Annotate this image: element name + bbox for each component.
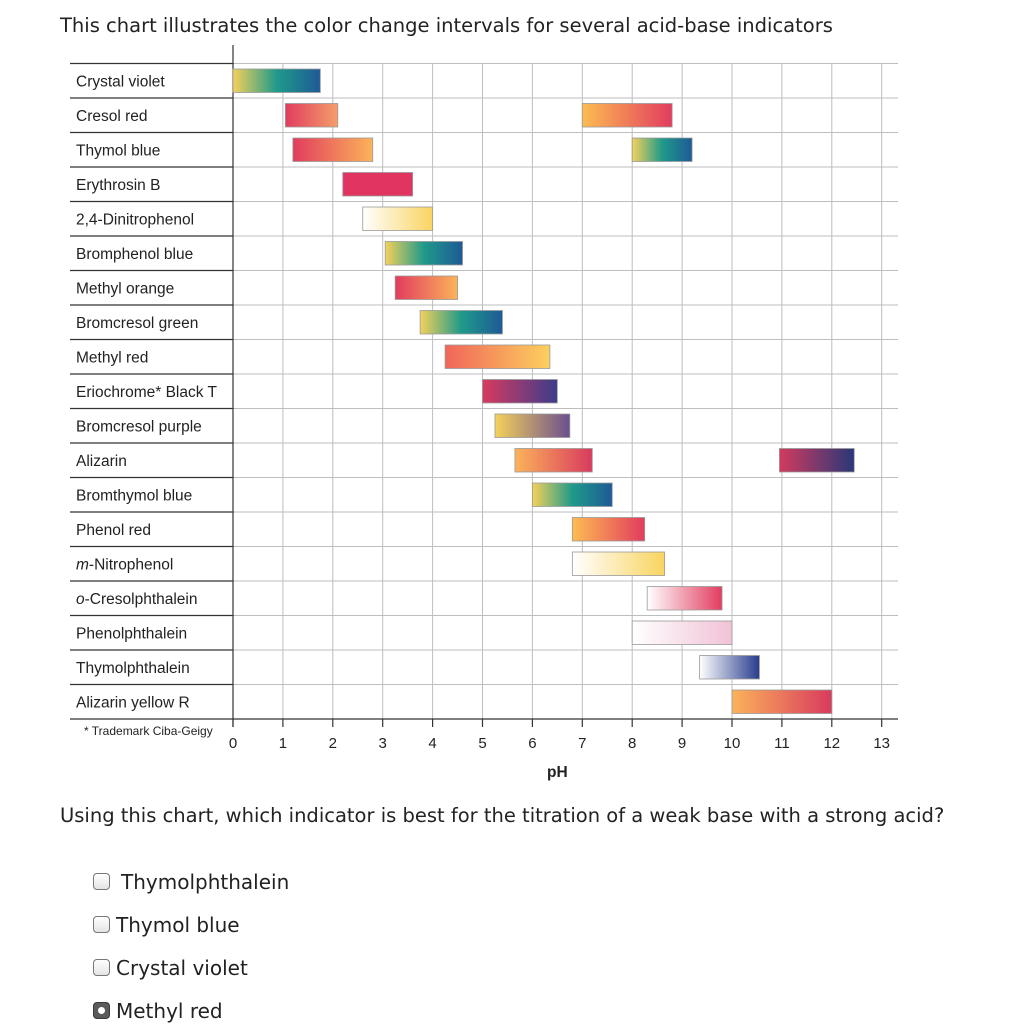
- indicator-range-bar: [232, 68, 321, 93]
- indicator-label-italic: o: [76, 591, 85, 608]
- indicator-label: 2,4-Dinitrophenol: [76, 211, 194, 228]
- option-label: Methyl red: [116, 998, 223, 1023]
- indicator-label: Phenol red: [76, 522, 151, 539]
- x-tick-label: 0: [229, 735, 237, 752]
- intro-text: This chart illustrates the color change …: [60, 14, 833, 37]
- indicator-range-bar: [631, 620, 733, 645]
- indicator-range-bar: [571, 517, 646, 542]
- option-thymol-blue[interactable]: Thymol blue: [93, 903, 289, 946]
- indicator-label: Cresol red: [76, 108, 148, 125]
- indicator-label: o-Cresolphthalein: [76, 591, 198, 608]
- x-tick-label: 1: [279, 735, 287, 752]
- x-tick-label: 10: [724, 735, 741, 752]
- x-tick-label: 12: [823, 735, 840, 752]
- indicator-label: Bromphenol blue: [76, 246, 193, 263]
- option-label: Thymol blue: [116, 912, 240, 937]
- checkbox-icon[interactable]: [93, 916, 110, 933]
- x-tick-label: 13: [873, 735, 890, 752]
- answer-options: Thymolphthalein Thymol blue Crystal viol…: [93, 860, 289, 1032]
- checkbox-icon[interactable]: [93, 959, 110, 976]
- indicator-label: Erythrosin B: [76, 177, 160, 194]
- x-tick-label: 2: [329, 735, 337, 752]
- indicator-range-bar: [699, 655, 760, 680]
- indicator-range-bar: [384, 241, 463, 266]
- indicator-range-bar: [362, 206, 433, 231]
- indicator-range-bar: [532, 482, 613, 507]
- option-label: Crystal violet: [116, 955, 248, 980]
- x-axis-label: pH: [547, 764, 568, 781]
- indicator-range-bar: [646, 586, 723, 611]
- x-tick-label: 3: [379, 735, 387, 752]
- indicator-range-bar: [444, 344, 551, 369]
- indicator-label: Bromcresol green: [76, 315, 198, 332]
- indicator-range-bar: [581, 103, 673, 128]
- x-tick-label: 7: [578, 735, 586, 752]
- indicator-range-bar: [342, 172, 414, 197]
- indicator-range-bar: [571, 551, 666, 576]
- indicator-range-bar: [394, 275, 458, 300]
- indicator-chart: Crystal violet Cresol red Thymol blue Eryth…: [70, 45, 898, 781]
- indicator-label-rest: -Nitrophenol: [89, 556, 173, 573]
- indicator-label-rest: -Cresolphthalein: [85, 591, 198, 608]
- indicator-label: Phenolphthalein: [76, 625, 187, 642]
- option-methyl-red[interactable]: Methyl red: [93, 989, 289, 1032]
- checkbox-icon[interactable]: [93, 1002, 110, 1019]
- x-tick-label: 6: [528, 735, 536, 752]
- indicator-label: Methyl orange: [76, 280, 174, 297]
- x-tick-label: 4: [428, 735, 436, 752]
- indicator-label: Crystal violet: [76, 73, 165, 90]
- indicator-range-bar: [631, 137, 693, 162]
- indicator-range-bar: [284, 103, 339, 128]
- indicator-range-bar: [779, 448, 855, 473]
- indicator-label: Bromcresol purple: [76, 418, 202, 435]
- x-tick-label: 5: [478, 735, 486, 752]
- indicator-label-italic: m: [76, 556, 89, 573]
- indicator-label: Bromthymol blue: [76, 487, 192, 504]
- option-label: Thymolphthalein: [121, 869, 290, 894]
- x-tick-label: 8: [628, 735, 636, 752]
- question-text: Using this chart, which indicator is bes…: [60, 804, 945, 827]
- x-tick-label: 11: [774, 735, 790, 752]
- option-thymolphthalein[interactable]: Thymolphthalein: [93, 860, 289, 903]
- indicator-label: Alizarin yellow R: [76, 694, 190, 711]
- indicator-range-bar: [292, 137, 374, 162]
- checkbox-icon[interactable]: [93, 873, 110, 890]
- indicator-label: m-Nitrophenol: [76, 556, 173, 573]
- indicator-range-bar: [731, 689, 833, 714]
- indicator-label: Thymol blue: [76, 142, 160, 159]
- indicator-label: Eriochrome* Black T: [76, 384, 218, 401]
- option-crystal-violet[interactable]: Crystal violet: [93, 946, 289, 989]
- indicator-range-bar: [514, 448, 593, 473]
- indicator-range-bar: [494, 413, 571, 438]
- indicator-range-bar: [482, 379, 558, 404]
- indicator-range-bar: [419, 310, 503, 335]
- footnote: * Trademark Ciba-Geigy: [84, 724, 213, 738]
- indicator-label: Alizarin: [76, 453, 127, 470]
- indicator-label: Thymolphthalein: [76, 660, 190, 677]
- x-tick-label: 9: [678, 735, 686, 752]
- indicator-label: Methyl red: [76, 349, 148, 366]
